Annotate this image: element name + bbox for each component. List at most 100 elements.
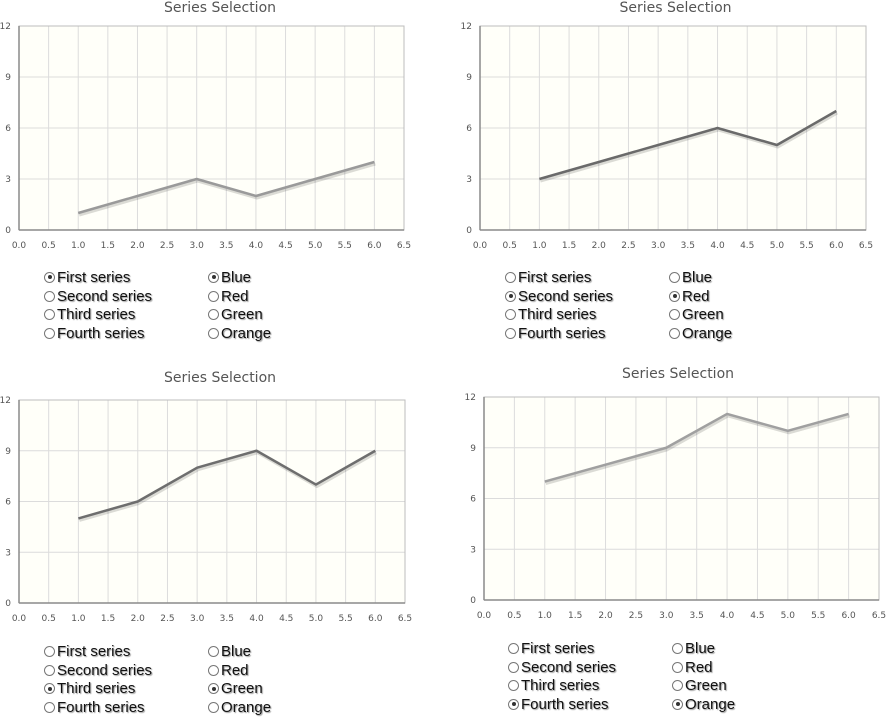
selection-controls: First series Second series Third series Fou… [505, 268, 779, 343]
radio-unchecked-icon[interactable] [208, 309, 219, 321]
color-radio-2[interactable]: Red [208, 661, 318, 680]
y-tick-label: 3 [5, 175, 11, 185]
radio-unchecked-icon[interactable] [44, 309, 55, 321]
color-radio-3[interactable]: Green [208, 679, 318, 698]
radio-unchecked-icon[interactable] [508, 680, 519, 692]
series-radio-4[interactable]: Fourth series [508, 695, 672, 714]
x-tick-label: 1.5 [101, 614, 115, 624]
radio-unchecked-icon[interactable] [505, 309, 516, 321]
series-shadow [78, 162, 376, 217]
radio-label: Green [685, 677, 727, 695]
color-radio-1[interactable]: Blue [672, 639, 782, 658]
color-radio-1[interactable]: Blue [669, 268, 779, 287]
y-tick-label: 3 [466, 175, 472, 185]
series-radio-2[interactable]: Second series [44, 661, 208, 680]
x-tick-label: 3.5 [219, 241, 233, 251]
radio-unchecked-icon[interactable] [669, 271, 680, 283]
y-tick-label: 6 [5, 498, 11, 508]
x-tick-label: 6.5 [398, 614, 412, 624]
radio-unchecked-icon[interactable] [208, 701, 219, 713]
color-radio-4[interactable]: Orange [672, 695, 782, 714]
x-tick-label: 2.5 [160, 614, 174, 624]
color-radio-1[interactable]: Blue [208, 642, 318, 661]
radio-checked-icon[interactable] [44, 271, 55, 283]
color-radio-2[interactable]: Red [669, 287, 779, 306]
radio-label: First series [57, 642, 131, 660]
radio-unchecked-icon[interactable] [508, 661, 519, 673]
x-tick-label: 5.5 [338, 241, 352, 251]
series-radio-1[interactable]: First series [508, 639, 672, 658]
series-radio-2[interactable]: Second series [44, 287, 208, 306]
series-radio-3[interactable]: Third series [505, 305, 669, 324]
series-radio-1[interactable]: First series [505, 268, 669, 287]
radio-label: Green [221, 680, 263, 698]
y-tick-label: 9 [5, 447, 11, 457]
radio-checked-icon[interactable] [508, 698, 519, 710]
y-tick-label: 9 [470, 444, 476, 454]
radio-unchecked-icon[interactable] [672, 642, 683, 654]
radio-label: Green [682, 306, 724, 324]
radio-unchecked-icon[interactable] [505, 271, 516, 283]
x-tick-label: 0.5 [507, 611, 521, 621]
radio-unchecked-icon[interactable] [44, 645, 55, 657]
color-radio-4[interactable]: Orange [669, 324, 779, 343]
series-radio-group: First series Second series Third series Fou… [44, 268, 208, 343]
radio-label: Red [682, 287, 710, 305]
chart-panel-1: Series Selection 0.0 0.5 1.0 1.5 2.0 2.5 3.0 3.… [0, 0, 440, 360]
series-shadow [539, 111, 839, 183]
x-tick-label: 2.0 [592, 241, 607, 251]
selection-controls: First series Second series Third series Fou… [44, 642, 318, 717]
radio-unchecked-icon[interactable] [208, 290, 219, 302]
color-radio-3[interactable]: Green [672, 676, 782, 695]
series-radio-group: First series Second series Third series Fou… [44, 642, 208, 717]
radio-label: Blue [685, 639, 716, 657]
radio-unchecked-icon[interactable] [208, 645, 219, 657]
color-radio-1[interactable]: Blue [208, 268, 318, 287]
radio-checked-icon[interactable] [672, 698, 683, 710]
color-radio-3[interactable]: Green [669, 305, 779, 324]
radio-checked-icon[interactable] [505, 290, 516, 302]
radio-unchecked-icon[interactable] [508, 642, 519, 654]
series-radio-2[interactable]: Second series [505, 287, 669, 306]
x-tick-label: 5.0 [781, 611, 796, 621]
radio-unchecked-icon[interactable] [672, 680, 683, 692]
radio-unchecked-icon[interactable] [44, 701, 55, 713]
series-radio-4[interactable]: Fourth series [44, 698, 208, 717]
radio-unchecked-icon[interactable] [669, 309, 680, 321]
radio-unchecked-icon[interactable] [672, 661, 683, 673]
y-tick-label: 6 [470, 495, 476, 505]
radio-unchecked-icon[interactable] [208, 664, 219, 676]
series-radio-1[interactable]: First series [44, 642, 208, 661]
radio-unchecked-icon[interactable] [44, 290, 55, 302]
chart-title: Series Selection [621, 366, 735, 382]
series-radio-1[interactable]: First series [44, 268, 208, 287]
radio-unchecked-icon[interactable] [208, 327, 219, 339]
series-radio-4[interactable]: Fourth series [44, 324, 208, 343]
color-radio-3[interactable]: Green [208, 305, 318, 324]
series-radio-3[interactable]: Third series [44, 305, 208, 324]
color-radio-4[interactable]: Orange [208, 324, 318, 343]
x-tick-label: 3.0 [190, 241, 205, 251]
radio-checked-icon[interactable] [208, 271, 219, 283]
radio-checked-icon[interactable] [44, 683, 55, 695]
series-radio-3[interactable]: Third series [508, 676, 672, 695]
radio-label: Orange [221, 698, 272, 716]
x-tick-label: 6.0 [367, 241, 382, 251]
x-tick-label: 2.5 [629, 611, 643, 621]
color-radio-2[interactable]: Red [672, 658, 782, 677]
radio-unchecked-icon[interactable] [44, 664, 55, 676]
series-radio-4[interactable]: Fourth series [505, 324, 669, 343]
series-radio-2[interactable]: Second series [508, 658, 672, 677]
color-radio-2[interactable]: Red [208, 287, 318, 306]
y-tick-label: 12 [0, 22, 11, 32]
x-tick-label: 3.5 [681, 241, 695, 251]
radio-unchecked-icon[interactable] [669, 327, 680, 339]
radio-checked-icon[interactable] [208, 683, 219, 695]
color-radio-4[interactable]: Orange [208, 698, 318, 717]
series-line [539, 109, 837, 181]
y-tick-label: 3 [470, 545, 476, 555]
radio-unchecked-icon[interactable] [44, 327, 55, 339]
series-radio-3[interactable]: Third series [44, 679, 208, 698]
radio-unchecked-icon[interactable] [505, 327, 516, 339]
radio-checked-icon[interactable] [669, 290, 680, 302]
